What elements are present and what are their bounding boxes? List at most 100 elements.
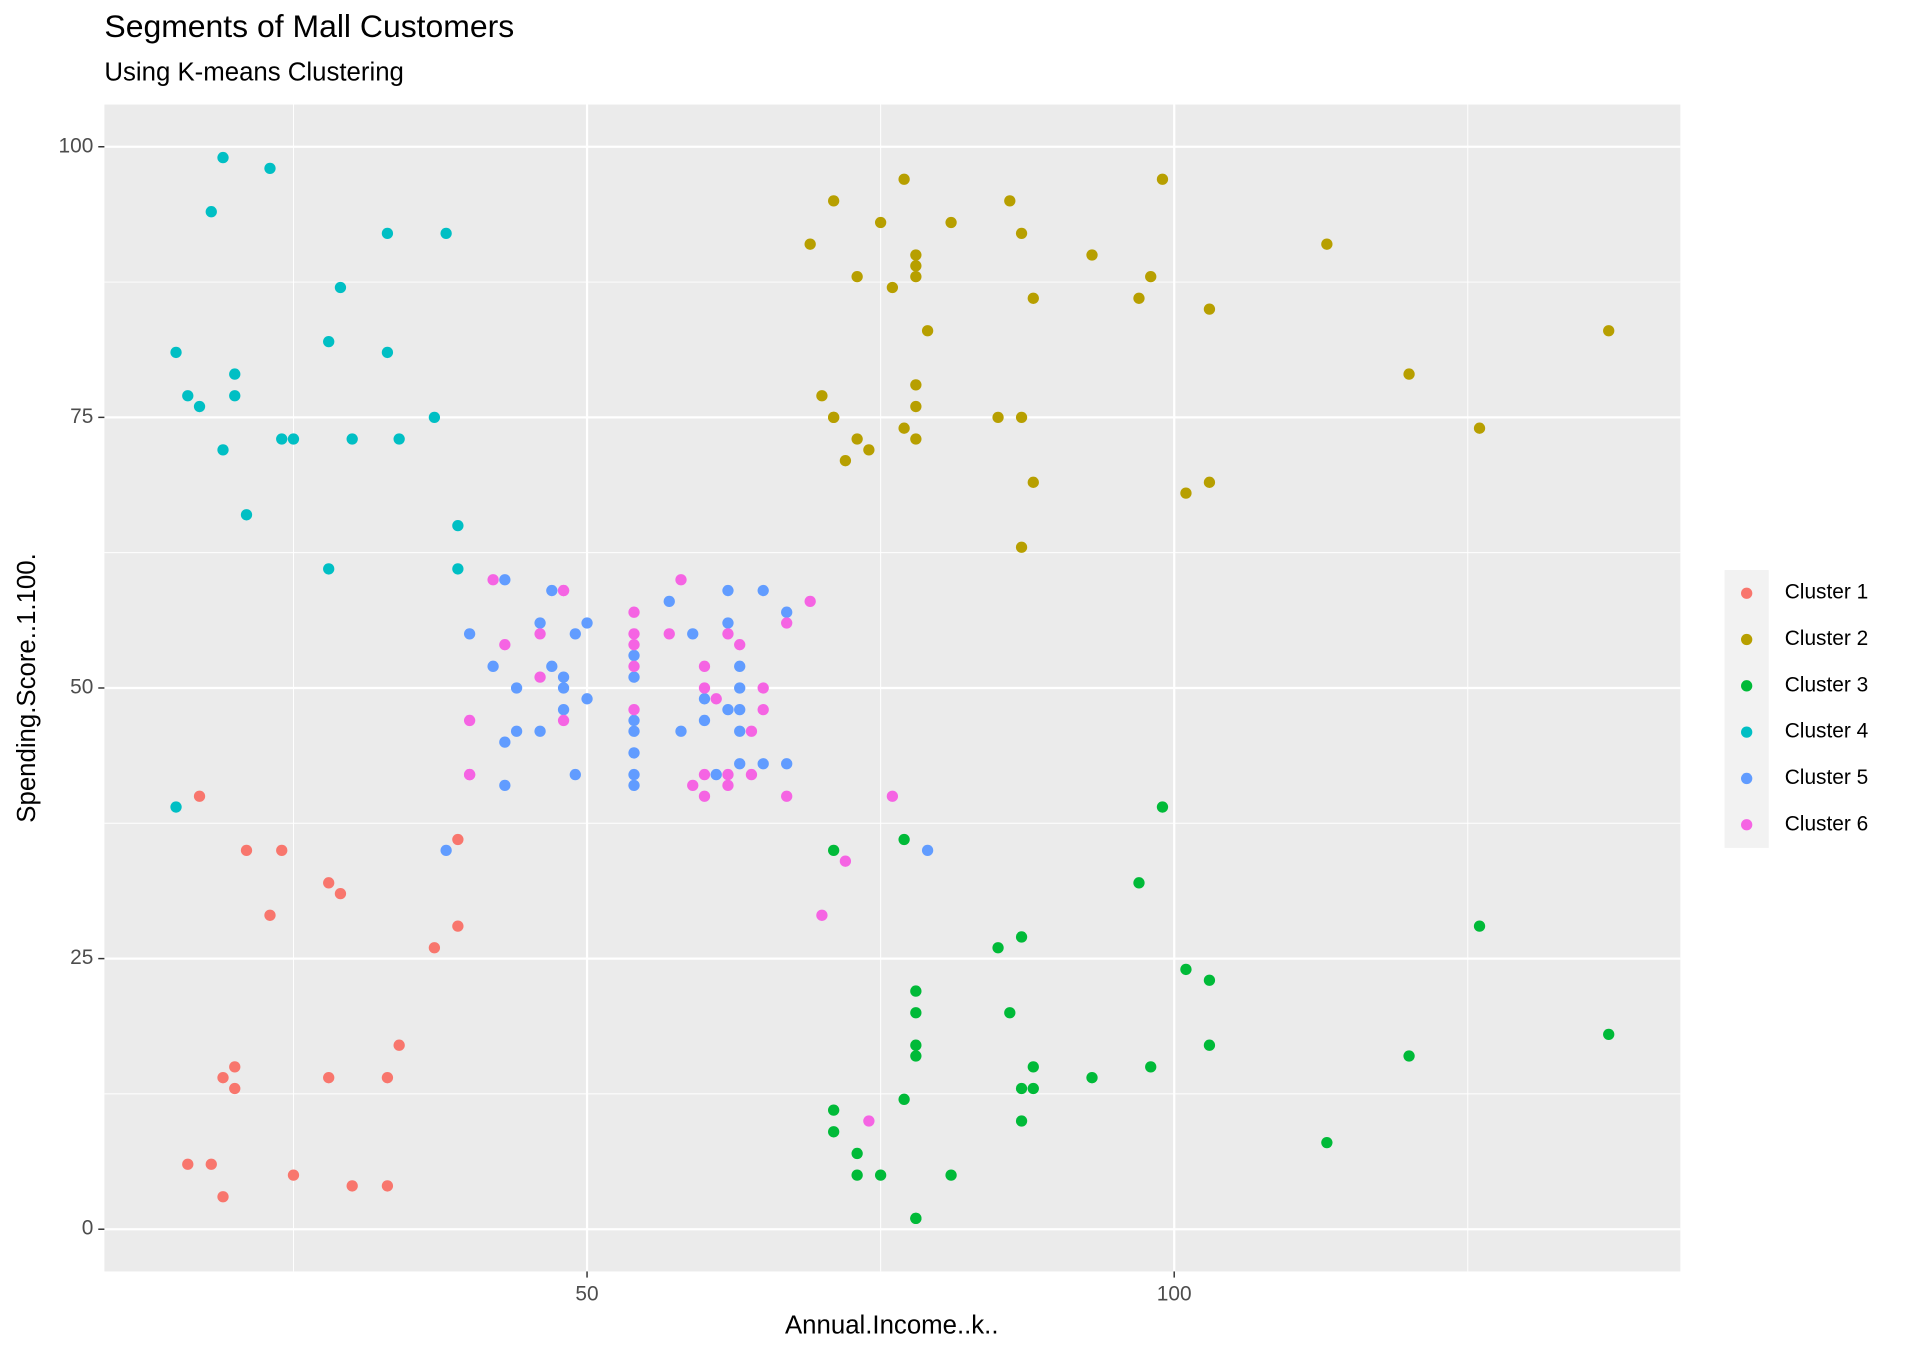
data-point <box>217 1072 229 1084</box>
data-point <box>499 779 511 792</box>
data-point <box>264 162 276 175</box>
data-point <box>1133 292 1145 304</box>
data-point <box>276 433 288 445</box>
data-point <box>1156 173 1169 185</box>
data-point <box>323 877 335 889</box>
data-point <box>346 1180 358 1192</box>
data-point <box>898 1093 910 1105</box>
data-point <box>839 455 852 467</box>
data-point <box>229 368 241 380</box>
data-point <box>698 714 711 727</box>
data-point <box>628 628 640 640</box>
data-point <box>628 639 640 651</box>
data-point <box>217 1191 229 1203</box>
data-point <box>828 411 840 424</box>
y-tick-label: 100 <box>59 134 94 157</box>
legend-label: Cluster 2 <box>1785 627 1869 650</box>
data-point <box>334 888 347 900</box>
data-point <box>569 768 581 781</box>
y-tick-label: 0 <box>82 1217 94 1240</box>
data-point <box>628 747 640 759</box>
data-point <box>734 703 746 716</box>
data-point <box>264 909 276 921</box>
y-tick-label: 25 <box>70 946 93 969</box>
data-point <box>452 920 464 932</box>
data-point <box>287 433 300 445</box>
data-point <box>229 1082 241 1095</box>
data-point <box>628 649 640 662</box>
data-point <box>781 758 793 770</box>
data-point <box>698 790 711 802</box>
data-point <box>1603 325 1615 337</box>
data-point <box>193 400 206 413</box>
data-point <box>851 1169 863 1181</box>
data-point <box>828 844 840 857</box>
legend-label: Cluster 6 <box>1785 812 1869 835</box>
data-point <box>276 844 288 857</box>
data-point <box>687 628 699 640</box>
data-point <box>170 346 182 359</box>
data-point <box>428 942 441 954</box>
legend-key <box>1741 587 1753 599</box>
data-point <box>745 725 758 737</box>
data-point <box>510 725 523 737</box>
legend-label: Cluster 4 <box>1785 720 1869 743</box>
data-point <box>851 270 863 283</box>
x-axis-title: Annual.Income..k.. <box>785 1312 999 1340</box>
data-point <box>663 628 675 640</box>
data-point <box>381 346 394 359</box>
data-point <box>628 725 640 737</box>
data-point <box>1203 303 1216 315</box>
data-point <box>1403 368 1415 380</box>
data-point <box>381 1072 394 1084</box>
data-point <box>428 411 441 424</box>
data-point <box>698 660 711 672</box>
data-point <box>734 639 746 651</box>
data-point <box>828 195 840 207</box>
data-point <box>722 584 734 597</box>
data-point <box>1015 541 1028 553</box>
data-point <box>722 779 734 792</box>
data-point <box>874 216 887 229</box>
data-point <box>1321 1136 1333 1149</box>
legend-key <box>1741 726 1753 738</box>
chart-title: Segments of Mall Customers <box>104 8 514 44</box>
data-point <box>992 411 1004 424</box>
data-point <box>1145 1061 1157 1073</box>
data-point <box>393 1039 405 1051</box>
data-point <box>487 660 499 672</box>
data-point <box>182 390 194 402</box>
data-point <box>628 714 640 727</box>
data-point <box>581 693 593 705</box>
data-point <box>1603 1028 1615 1041</box>
data-point <box>757 703 769 716</box>
data-point <box>628 660 640 672</box>
data-point <box>910 985 922 997</box>
data-point <box>781 790 793 802</box>
data-point <box>452 833 464 846</box>
data-point <box>193 790 206 802</box>
data-point <box>346 433 358 445</box>
data-point <box>170 801 182 813</box>
legend-keys-background <box>1724 570 1769 848</box>
data-point <box>287 1169 300 1181</box>
data-point <box>745 768 758 781</box>
data-point <box>1027 1082 1039 1095</box>
data-point <box>1015 227 1028 239</box>
data-point <box>1180 487 1192 499</box>
data-point <box>874 1169 887 1181</box>
data-point <box>452 519 464 532</box>
data-point <box>945 1169 957 1181</box>
data-point <box>1086 249 1098 261</box>
data-point <box>487 574 499 586</box>
data-point <box>546 660 558 672</box>
data-point <box>499 639 511 651</box>
data-point <box>581 617 593 629</box>
legend-label: Cluster 3 <box>1785 673 1869 696</box>
data-point <box>628 779 640 792</box>
data-point <box>910 1212 922 1225</box>
data-point <box>1145 270 1157 283</box>
data-point <box>1156 801 1169 813</box>
